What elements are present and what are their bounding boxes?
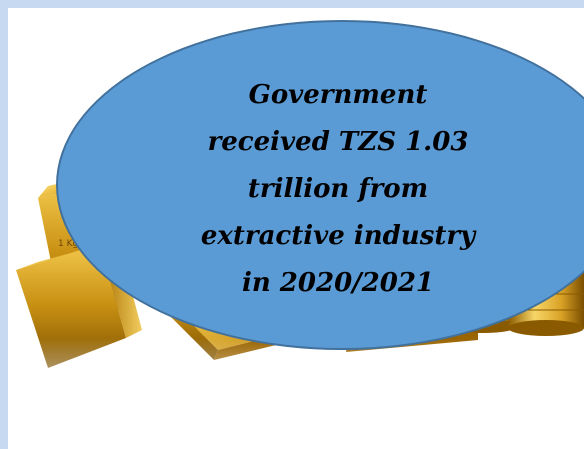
callout-bubble bbox=[56, 20, 584, 350]
callout-line-5: in 2020/2021 bbox=[241, 268, 435, 298]
svg-text:1 Kg: 1 Kg bbox=[58, 239, 78, 249]
callout-line-2: received TZS 1.03 bbox=[207, 127, 469, 157]
callout-line-1: Government bbox=[248, 80, 428, 110]
callout-line-3: trillion from bbox=[247, 174, 429, 204]
callout-line-4: extractive industry bbox=[200, 221, 476, 251]
callout-text: Government received TZS 1.03 trillion fr… bbox=[158, 72, 518, 307]
